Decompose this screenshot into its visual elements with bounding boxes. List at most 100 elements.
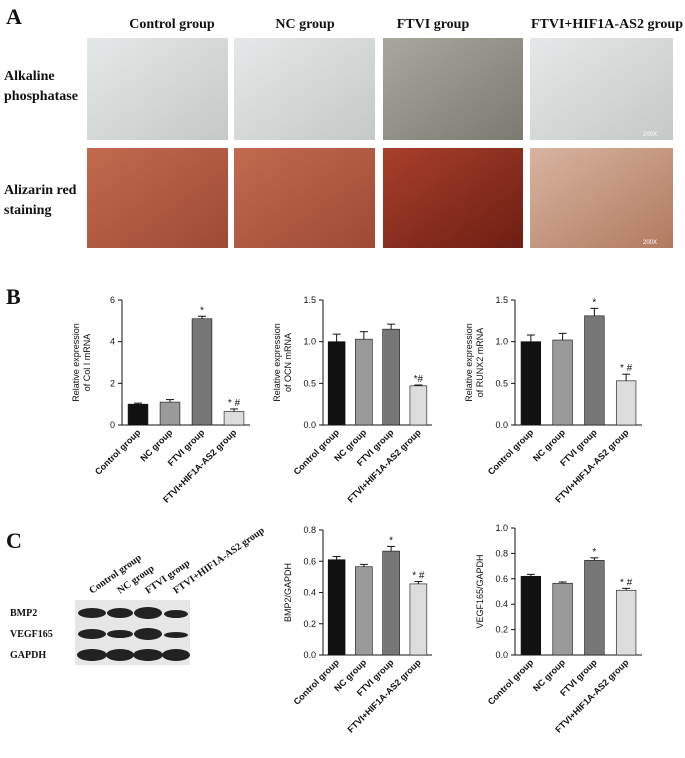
micrograph (234, 148, 375, 248)
x-tick-label: Control group (292, 427, 342, 477)
y-axis-label: Relative expression (464, 323, 474, 402)
y-tick-label: 0.0 (495, 650, 508, 660)
row-label: Alkaline (4, 69, 55, 84)
scale-label: 200X (643, 132, 657, 138)
blot-band (164, 632, 188, 638)
bar (327, 559, 346, 656)
y-tick-label: 0.2 (303, 619, 316, 629)
significance-label: * (200, 305, 204, 316)
bar (520, 575, 542, 656)
y-axis-label: Relative expression (272, 323, 282, 402)
column-header: Control group (129, 17, 215, 32)
y-tick-label: 0.0 (303, 650, 316, 660)
scale-label: 200X (643, 240, 657, 246)
bar (127, 403, 149, 426)
y-tick-label: 6 (110, 295, 115, 305)
column-header: NC group (275, 17, 334, 32)
western-blot (75, 600, 190, 665)
y-tick-label: 1.0 (495, 337, 508, 347)
y-tick-label: 0.8 (495, 548, 508, 558)
blot-band (134, 607, 162, 619)
y-tick-label: 1.5 (303, 295, 316, 305)
panel-label: B (6, 284, 21, 309)
bar (355, 566, 373, 656)
blot-band (164, 610, 188, 618)
y-tick-label: 0.4 (495, 599, 508, 609)
significance-label: * (592, 547, 596, 558)
bar (552, 339, 573, 426)
significance-label: * (592, 297, 596, 308)
y-axis-label: of Col I mRNA (82, 334, 92, 392)
bar (409, 385, 428, 426)
y-axis-label: VEGF165/GAPDH (475, 554, 485, 628)
y-axis-label: of OCN mRNA (283, 333, 293, 392)
y-axis-label: BMP2/GAPDH (283, 563, 293, 622)
y-tick-label: 0.6 (495, 574, 508, 584)
band-label: BMP2 (10, 608, 37, 619)
column-header: FTVI group (397, 17, 470, 32)
micrograph (87, 148, 228, 248)
micrograph (530, 148, 673, 248)
significance-label: * # (620, 577, 633, 588)
bar (382, 328, 400, 426)
bar (584, 560, 605, 656)
bar (191, 318, 213, 426)
blot-band (134, 628, 162, 640)
significance-label: * # (620, 363, 633, 374)
bar (584, 315, 605, 426)
bar (159, 401, 181, 426)
blot-band (162, 649, 190, 661)
blot-band (106, 649, 134, 661)
y-tick-label: 2 (110, 378, 115, 388)
blot-band (77, 649, 107, 661)
y-axis-label: of RUNX2 mRNA (475, 328, 485, 398)
bar (327, 341, 346, 426)
panel-label: A (6, 4, 22, 29)
micrograph (383, 148, 523, 248)
bar (355, 338, 373, 426)
y-tick-label: 0.4 (303, 588, 316, 598)
blot-band (107, 608, 133, 618)
significance-label: * # (412, 571, 425, 582)
y-tick-label: 4 (110, 337, 115, 347)
significance-label: * (389, 535, 393, 546)
column-header: FTVI+HIF1A-AS2 group (531, 17, 683, 32)
significance-label: * # (228, 398, 241, 409)
bar (520, 341, 542, 426)
bar (382, 550, 400, 656)
band-label: GAPDH (10, 650, 46, 661)
bar (552, 582, 573, 656)
blot-band (78, 608, 106, 618)
y-axis-label: Relative expression (71, 323, 81, 402)
micrograph (234, 38, 375, 140)
row-label: staining (4, 203, 51, 218)
x-tick-label: Control group (292, 657, 342, 707)
y-tick-label: 0.2 (495, 625, 508, 635)
y-tick-label: 1.0 (495, 523, 508, 533)
micrograph (383, 38, 523, 140)
blot-band (78, 629, 106, 639)
bar (409, 583, 428, 656)
y-tick-label: 0.5 (495, 378, 508, 388)
row-label: phosphatase (4, 89, 78, 104)
band-label: VEGF165 (10, 629, 53, 640)
y-tick-label: 1.5 (495, 295, 508, 305)
blot-band (133, 649, 163, 661)
y-tick-label: 0.5 (303, 378, 316, 388)
y-tick-label: 0.0 (303, 420, 316, 430)
y-tick-label: 1.0 (303, 337, 316, 347)
x-tick-label: Control group (486, 427, 536, 477)
micrograph (87, 38, 228, 140)
panel-label: C (6, 528, 22, 553)
y-tick-label: 0.0 (495, 420, 508, 430)
bar (615, 589, 637, 656)
blot-band (107, 630, 133, 638)
x-tick-label: Control group (93, 427, 143, 477)
x-tick-label: Control group (486, 657, 536, 707)
micrograph (530, 38, 673, 140)
bar (223, 411, 245, 426)
row-label: Alizarin red (4, 183, 77, 198)
bar (615, 380, 637, 426)
y-tick-label: 0.6 (303, 556, 316, 566)
